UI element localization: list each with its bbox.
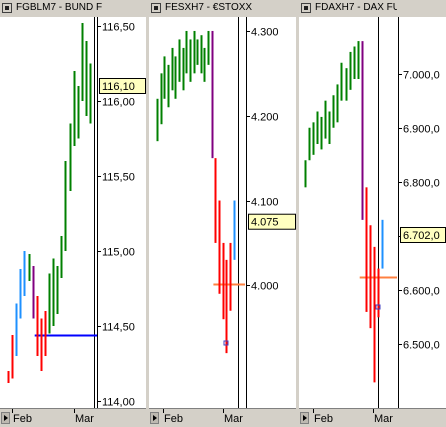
time-axis: Feb Mar (299, 408, 446, 427)
x-label-mar: Mar (75, 413, 94, 425)
chart-panel-eurostoxx: FESXH7 - €STOXX 4.300 4.200 4.100 4.000 4.07… (149, 0, 296, 427)
price-axis-area (398, 17, 446, 408)
x-label-feb: Feb (314, 413, 333, 425)
x-tick (313, 409, 314, 413)
y-tick-label: 114,50 (102, 322, 135, 334)
last-price-box (99, 78, 146, 94)
close-icon[interactable] (151, 3, 161, 13)
last-price-label: 6.702,0 (403, 230, 440, 242)
y-tick-label: 115,00 (102, 247, 135, 259)
close-icon[interactable] (2, 3, 12, 13)
marker-square (375, 304, 381, 310)
x-tick (373, 409, 374, 413)
price-chart[interactable]: 4.300 4.200 4.100 4.000 4.075 (149, 0, 296, 408)
x-tick (223, 409, 224, 413)
price-chart[interactable]: 116,50 116,00 115,50 115,00 114,50 114,00 116,… (0, 0, 146, 408)
y-tick-label: 4.100 (251, 197, 279, 209)
panel-title: FESXH7 - €STOXX (165, 2, 253, 13)
x-label-feb: Feb (164, 413, 183, 425)
time-axis: Feb Mar (149, 408, 296, 427)
y-tick-label: 116,00 (102, 97, 135, 109)
chart-panel-dax: FDAXH7 - DAX FU 7.000,0 6.900,0 6.800,0 6.7… (299, 0, 446, 427)
scroll-left-icon[interactable] (300, 412, 309, 424)
y-tick-label: 6.800,0 (403, 178, 440, 190)
price-chart[interactable]: 7.000,06.900,06.800,06.700,06.600,06.500… (299, 0, 446, 408)
x-label-mar: Mar (224, 413, 243, 425)
y-tick-label: 4.200 (251, 112, 279, 124)
y-tick-label: 116,50 (102, 22, 135, 34)
x-tick (74, 409, 75, 413)
x-label-mar: Mar (374, 413, 393, 425)
y-tick-label: 115,50 (102, 172, 135, 184)
plot-area (299, 17, 398, 408)
x-tick (12, 409, 13, 413)
panel-title: FDAXH7 - DAX FU (315, 2, 397, 13)
marker-square (223, 340, 229, 346)
price-axis-area (97, 17, 146, 408)
y-tick-label: 6.500,0 (403, 340, 440, 352)
panel-title: FGBLM7 - BUND F (16, 2, 103, 13)
x-tick (163, 409, 164, 413)
x-label-feb: Feb (13, 413, 32, 425)
y-tick-label: 4.000 (251, 281, 279, 293)
scroll-left-icon[interactable] (150, 412, 159, 424)
y-tick-label: 6.600,0 (403, 286, 440, 298)
last-price-box (248, 213, 296, 230)
close-icon[interactable] (301, 3, 311, 13)
last-price-label: 4.075 (251, 217, 279, 229)
last-price-label: 116,10 (102, 81, 135, 93)
y-tick-label: 7.000,0 (403, 70, 440, 82)
y-tick-label: 6.900,0 (403, 124, 440, 136)
chart-panel-bund: FGBLM7 - BUND F 116,50 116,00 115,50 115,00… (0, 0, 146, 427)
scroll-left-icon[interactable] (1, 412, 10, 424)
price-axis-area (246, 17, 296, 408)
y-tick-label: 4.300 (251, 27, 279, 39)
time-axis: Feb Mar (0, 408, 146, 427)
y-tick-label: 114,00 (102, 397, 135, 409)
